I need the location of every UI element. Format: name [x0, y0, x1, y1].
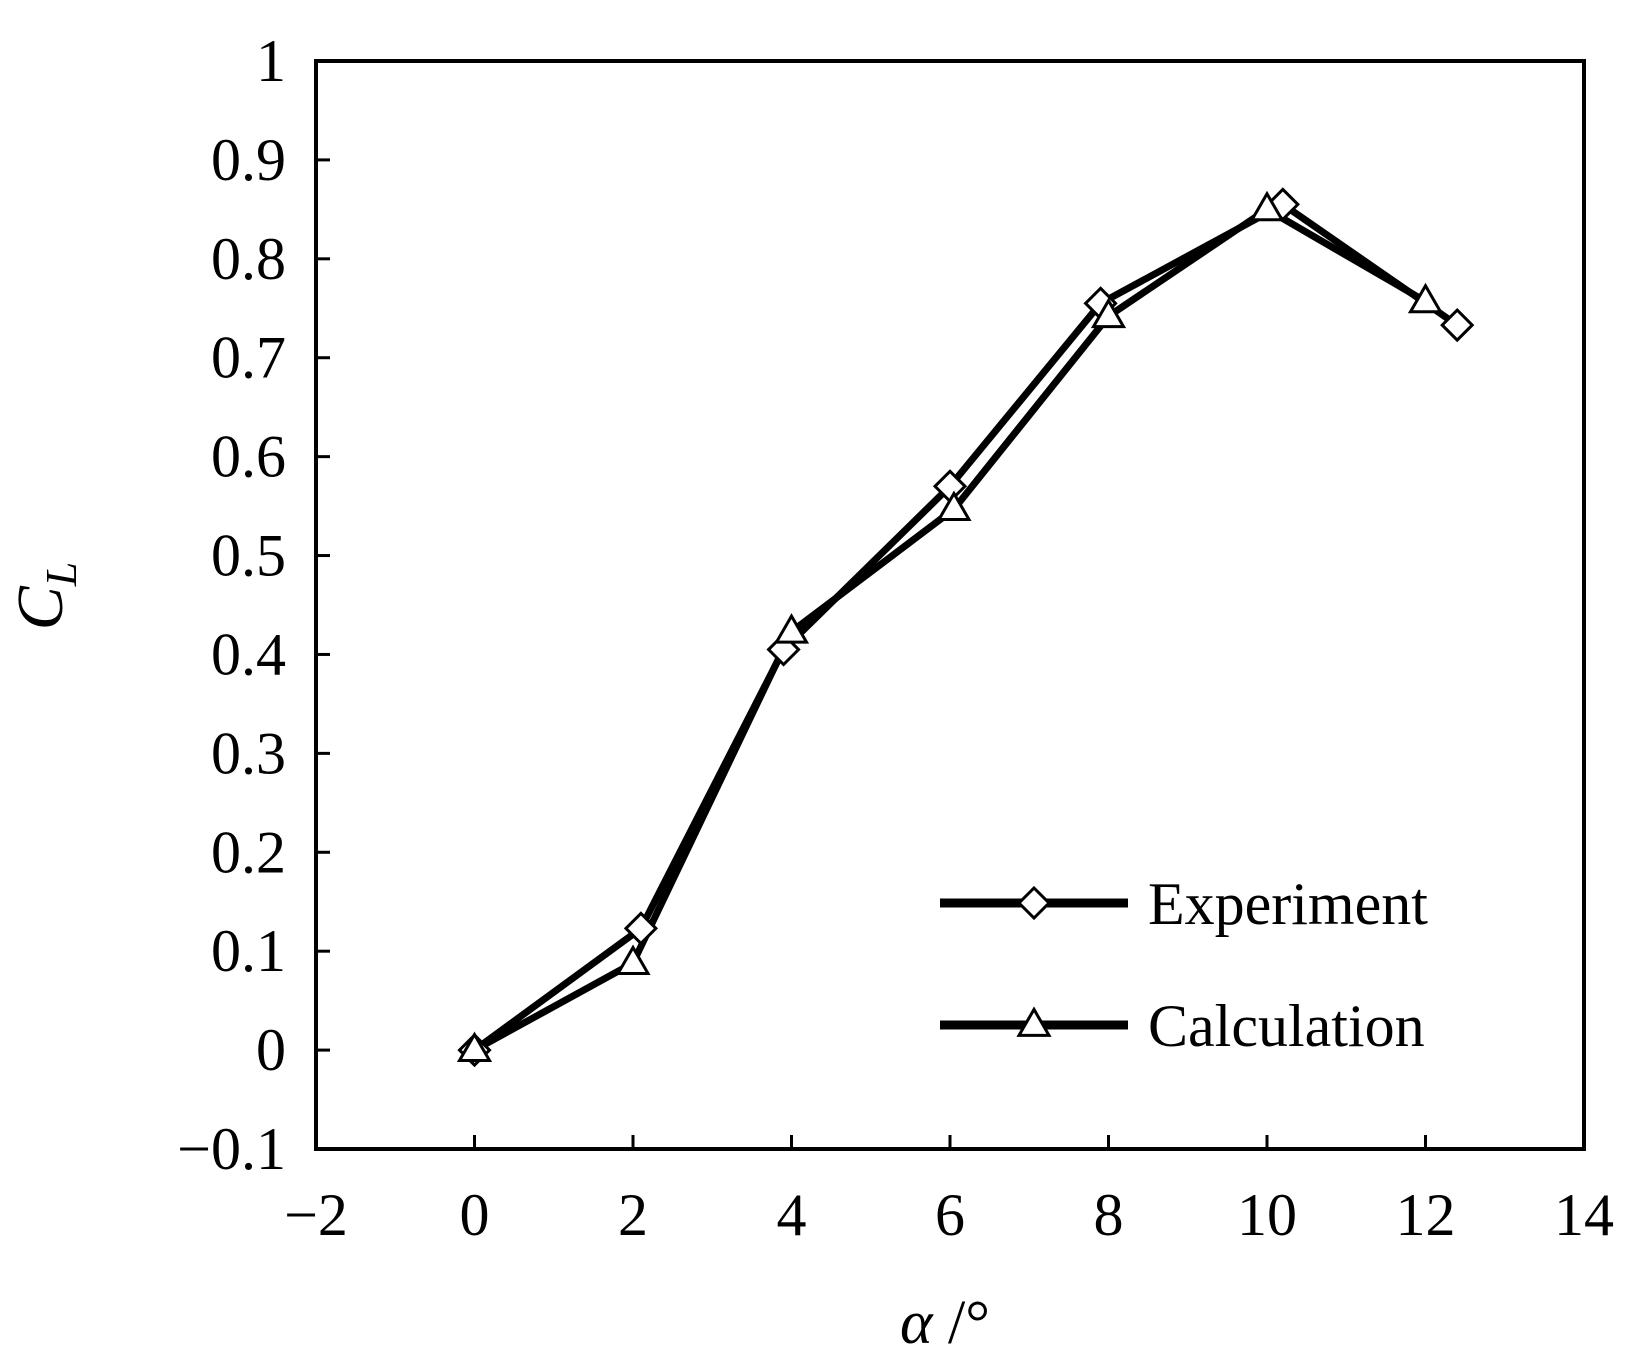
- y-tick-label: 0.5: [211, 523, 286, 589]
- series-group: [456, 187, 1475, 1068]
- x-tick-label: 12: [1396, 1182, 1456, 1248]
- x-tick-label: −2: [284, 1182, 348, 1248]
- x-tick-label: 4: [777, 1182, 807, 1248]
- x-tick-label: 6: [935, 1182, 965, 1248]
- data-point: [456, 1031, 493, 1062]
- x-tick-label: 2: [618, 1182, 648, 1248]
- plot-area-border: [314, 59, 1586, 1151]
- legend-marker: [1016, 1006, 1052, 1037]
- legend-marker: [1016, 885, 1052, 921]
- y-tick-label: 1: [256, 28, 286, 94]
- data-point: [615, 944, 651, 975]
- legend-item: Calculation: [940, 993, 1425, 1059]
- x-tick-label: 14: [1554, 1182, 1614, 1248]
- legend: Experiment Calculation: [940, 871, 1428, 1059]
- y-tick-label: 0.1: [211, 918, 286, 984]
- legend-item: Experiment: [940, 871, 1428, 937]
- y-axis-label-main: C: [4, 585, 77, 630]
- y-tick-label: −0.1: [177, 1116, 286, 1182]
- x-axis-label-unit: /°: [933, 1289, 991, 1357]
- x-axis-ticks: −2 0 2 4 6 8 10 12 14: [284, 1135, 1614, 1248]
- data-point: [623, 911, 659, 946]
- y-tick-label: 0: [256, 1017, 286, 1083]
- y-tick-label: 0.2: [211, 819, 286, 885]
- y-axis-label: CL: [4, 562, 86, 631]
- x-axis-label: α /°: [900, 1289, 990, 1357]
- data-point: [1440, 307, 1475, 343]
- data-point: [1407, 282, 1444, 314]
- data-point: [1090, 297, 1127, 329]
- y-tick-label: 0.8: [211, 226, 286, 292]
- x-tick-label: 0: [460, 1182, 490, 1248]
- y-tick-label: 0.3: [211, 720, 286, 786]
- x-axis-label-symbol: α: [900, 1289, 934, 1357]
- x-tick-label: 8: [1094, 1182, 1124, 1248]
- y-tick-label: 0.9: [211, 127, 286, 193]
- y-tick-label: 0.6: [211, 424, 286, 490]
- data-point: [773, 613, 810, 644]
- y-axis-label-subscript: L: [37, 562, 86, 587]
- series-markers-calculation: [456, 190, 1444, 1062]
- x-tick-label: 10: [1237, 1182, 1297, 1248]
- data-point: [1249, 190, 1285, 222]
- plot-frame: [314, 59, 1586, 1151]
- legend-label: Calculation: [1148, 993, 1425, 1059]
- data-point: [936, 490, 972, 521]
- y-axis-ticks: −0.1 0 0.1 0.2 0.3 0.4 0.5 0.6 0.7 0.8 0.9 1: [177, 28, 330, 1182]
- y-tick-label: 0.7: [211, 325, 286, 391]
- y-tick-label: 0.4: [211, 621, 286, 687]
- legend-label: Experiment: [1148, 871, 1428, 937]
